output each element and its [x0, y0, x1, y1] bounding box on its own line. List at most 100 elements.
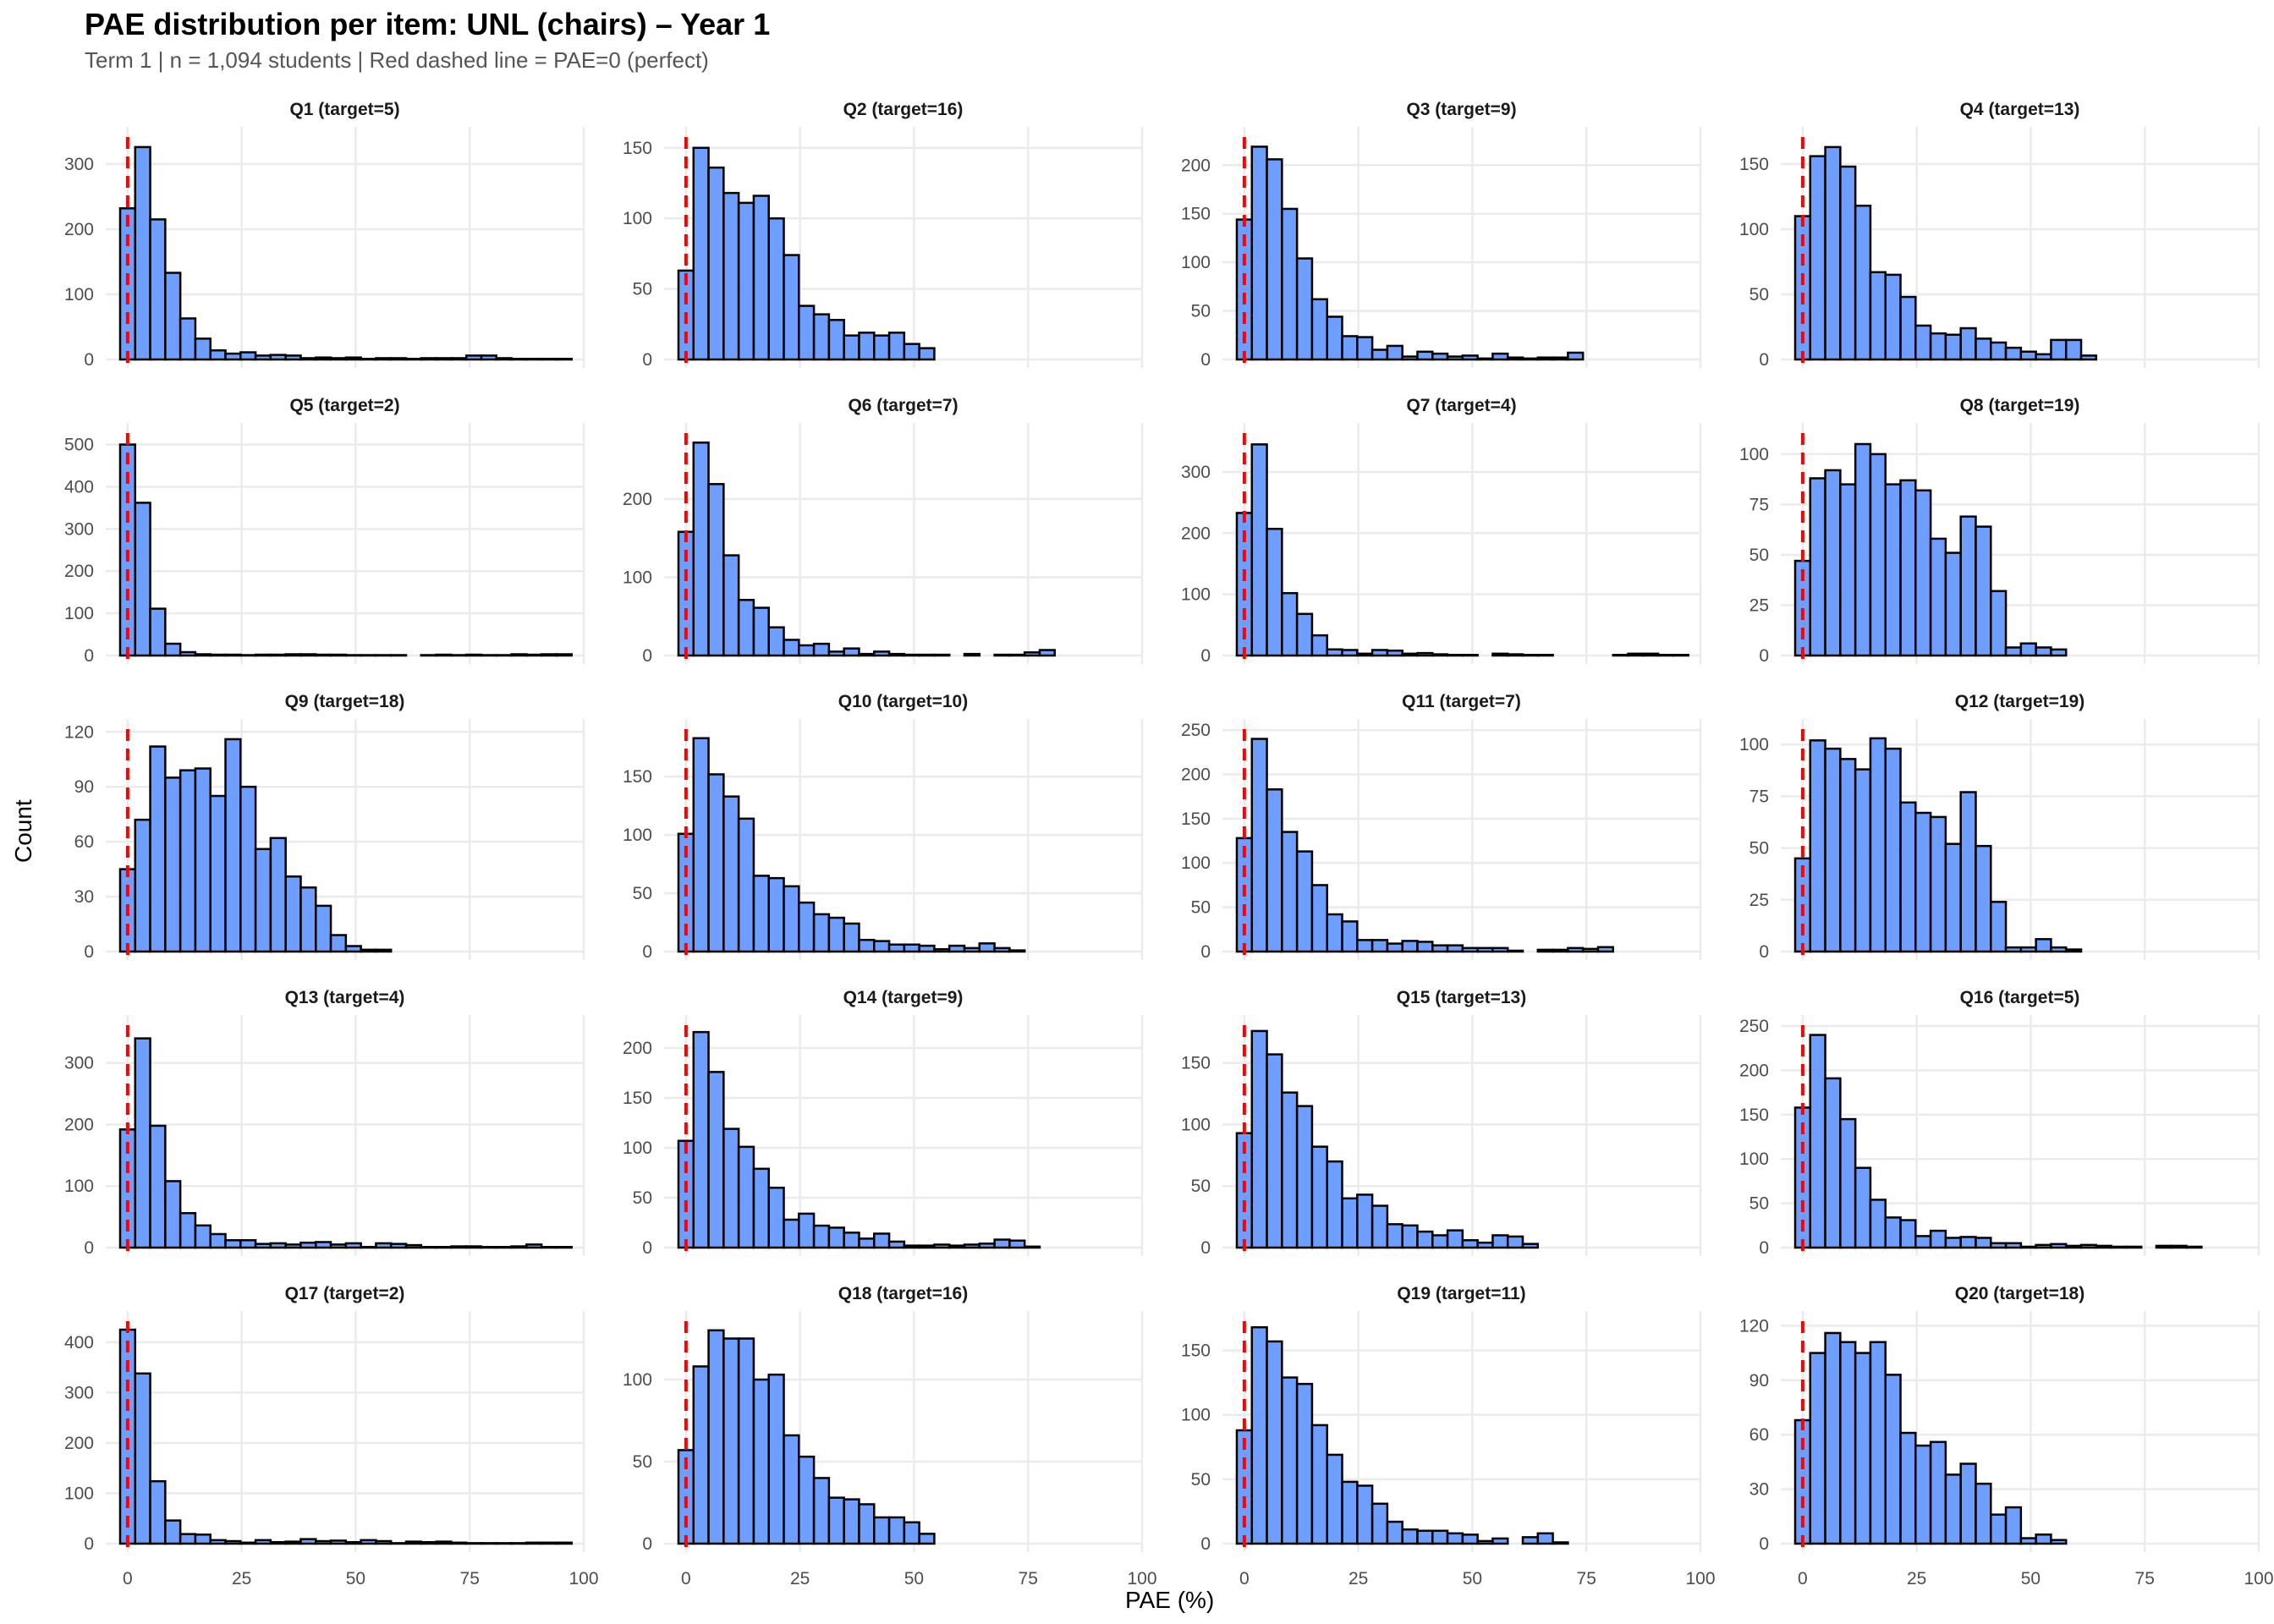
- histogram-bar: [1975, 1237, 1992, 1249]
- histogram-bar: [1536, 1532, 1554, 1545]
- histogram-bar: [1446, 944, 1464, 953]
- histogram-bar: [1326, 1160, 1343, 1249]
- histogram-bar: [269, 354, 287, 361]
- histogram-bar: [1899, 1219, 1917, 1249]
- histogram-bar: [1839, 1341, 1857, 1545]
- histogram-bar: [360, 1246, 377, 1249]
- facet-title: Q9 (target=18): [285, 692, 405, 711]
- y-tick-label: 200: [1181, 765, 1211, 784]
- y-tick-label: 0: [1200, 1238, 1211, 1258]
- x-tick-label: 50: [346, 1569, 365, 1588]
- facet-title: Q12 (target=19): [1955, 692, 2084, 711]
- histogram-bar: [1281, 207, 1299, 361]
- histogram-bar: [239, 351, 257, 361]
- histogram-bar: [2095, 1244, 2112, 1249]
- histogram-bar: [1959, 791, 1977, 953]
- histogram-bar: [299, 1241, 317, 1249]
- histogram-bar: [179, 1533, 197, 1545]
- x-tick-label: 100: [568, 1569, 598, 1588]
- histogram-bar: [1869, 737, 1887, 953]
- histogram-bar: [783, 885, 800, 953]
- histogram-bar: [1461, 654, 1479, 657]
- histogram-bar: [1401, 1224, 1419, 1249]
- y-tick-label: 50: [633, 1188, 652, 1208]
- y-tick-label: 200: [623, 490, 652, 509]
- histogram-bar: [1552, 1541, 1569, 1545]
- facet-panel: Q20 (target=18) 0 30 60 90 120 0 25 50 75 100: [1739, 1284, 2274, 1588]
- histogram-bar: [993, 1238, 1011, 1249]
- y-tick-label: 90: [1749, 1371, 1769, 1391]
- histogram-bar: [164, 1180, 182, 1249]
- histogram-bar: [858, 332, 876, 361]
- histogram-bar: [1356, 939, 1374, 953]
- histogram-bar: [1250, 738, 1268, 953]
- histogram-bar: [1446, 654, 1464, 657]
- facet-title: Q7 (target=4): [1406, 396, 1516, 415]
- histogram-bar: [1446, 1532, 1464, 1545]
- histogram-bar: [450, 1245, 468, 1249]
- x-tick-label: 25: [790, 1569, 810, 1588]
- histogram-bar: [1656, 654, 1675, 657]
- histogram-bar: [1416, 941, 1434, 953]
- histogram-bar: [858, 938, 876, 953]
- histogram-bar: [798, 304, 816, 361]
- histogram-bar: [843, 1232, 860, 1249]
- histogram-bar: [1959, 1462, 1977, 1545]
- histogram-bar: [767, 626, 785, 657]
- y-tick-label: 50: [1191, 898, 1211, 918]
- histogram-bar: [1266, 158, 1283, 361]
- histogram-bar: [887, 652, 906, 657]
- histogram-bar: [194, 1224, 211, 1249]
- y-tick-label: 25: [1749, 595, 1769, 615]
- x-tick-label: 100: [1685, 1569, 1715, 1588]
- histogram-bar: [344, 1540, 362, 1545]
- histogram-bar: [752, 1378, 770, 1545]
- y-tick-label: 30: [1749, 1480, 1769, 1500]
- histogram-bar: [1326, 913, 1343, 953]
- facet-panel: Q3 (target=9) 0 50 100 150 200: [1181, 100, 1702, 370]
- histogram-bar: [1839, 1117, 1857, 1249]
- y-tick-label: 150: [1181, 1341, 1211, 1361]
- histogram-bar: [737, 1337, 755, 1545]
- histogram-bar: [1596, 946, 1615, 953]
- histogram-bar: [812, 1477, 831, 1545]
- histogram-bar: [827, 916, 845, 953]
- y-tick-label: 0: [642, 942, 652, 962]
- histogram-bar: [1506, 653, 1524, 657]
- histogram-bar: [783, 254, 800, 361]
- histogram-bar: [1310, 298, 1328, 361]
- histogram-bar: [1552, 948, 1569, 953]
- y-tick-label: 100: [1739, 220, 1769, 239]
- y-tick-label: 120: [64, 722, 94, 742]
- facet-panel: Q14 (target=9) 0 50 100 150 200: [623, 988, 1144, 1258]
- y-tick-label: 50: [633, 884, 652, 903]
- x-tick-label: 25: [1907, 1569, 1926, 1588]
- histogram-bar: [1023, 1245, 1041, 1249]
- histogram-bar: [375, 1242, 393, 1249]
- histogram-bar: [209, 794, 227, 953]
- y-tick-label: 100: [623, 826, 652, 845]
- histogram-bar: [1959, 1236, 1977, 1249]
- histogram-bar: [1341, 649, 1359, 657]
- histogram-bar: [903, 653, 920, 657]
- histogram-bar: [1476, 1241, 1494, 1249]
- facet-panel: Q7 (target=4) 0 100 200 300: [1181, 396, 1702, 666]
- histogram-bar: [1506, 949, 1524, 953]
- y-tick-label: 0: [1200, 646, 1211, 666]
- histogram-bar: [149, 607, 167, 657]
- y-tick-label: 100: [623, 568, 652, 587]
- histogram-bar: [798, 1212, 816, 1249]
- histogram-bar: [1899, 295, 1917, 361]
- histogram-bar: [269, 1540, 287, 1545]
- histogram-bar: [555, 1541, 573, 1545]
- histogram-bar: [2050, 1243, 2068, 1249]
- y-tick-label: 0: [1759, 350, 1769, 370]
- x-tick-label: 0: [1798, 1569, 1808, 1588]
- histogram-bar: [1266, 1053, 1283, 1249]
- y-tick-label: 25: [1749, 891, 1769, 910]
- histogram-bar: [344, 1242, 362, 1249]
- y-tick-label: 0: [642, 1534, 652, 1554]
- histogram-bar: [978, 942, 996, 953]
- histogram-bar: [843, 1498, 860, 1545]
- histogram-bar: [1416, 350, 1434, 361]
